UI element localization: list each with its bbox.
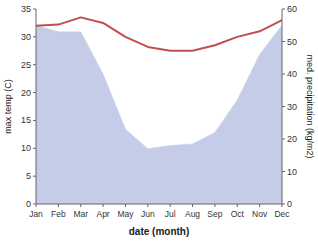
y-tick-label: 0 (26, 199, 31, 209)
y-axis-title: max temp (C) (3, 79, 13, 134)
y-axis-line (36, 9, 37, 204)
y2-tick-label: 60 (287, 4, 297, 14)
x-tick (125, 204, 126, 207)
x-tick (103, 204, 104, 207)
x-tick-label: Nov (252, 209, 268, 219)
y2-tick-label: 0 (287, 199, 292, 209)
x-tick (282, 204, 283, 207)
temperature-line (36, 17, 282, 50)
x-tick-label: Dec (274, 209, 290, 219)
y-tick (33, 176, 36, 177)
x-tick-label: Jun (141, 209, 155, 219)
x-axis-title: date (month) (129, 226, 190, 237)
y-tick (33, 9, 36, 10)
x-tick (170, 204, 171, 207)
y-tick-label: 30 (21, 32, 31, 42)
y2-tick (282, 139, 285, 140)
y-tick (33, 92, 36, 93)
x-tick-label: Sep (207, 209, 222, 219)
chart: 0 5 10 15 20 25 30 35 0 10 20 30 40 50 60 Jan Feb Mar Apr M… (0, 0, 318, 247)
y-tick (33, 148, 36, 149)
y-tick (33, 64, 36, 65)
x-tick (192, 204, 193, 207)
x-tick (36, 204, 37, 207)
x-tick-label: Aug (185, 209, 200, 219)
x-tick (147, 204, 148, 207)
x-tick-label: Jul (165, 209, 176, 219)
y-tick-label: 5 (26, 171, 31, 181)
x-tick-label: Feb (51, 209, 66, 219)
y-tick (33, 36, 36, 37)
y2-tick-label: 40 (287, 69, 297, 79)
y2-tick (282, 106, 285, 107)
x-tick (259, 204, 260, 207)
y-tick-label: 35 (21, 4, 31, 14)
x-tick-label: May (117, 209, 134, 219)
y-tick-label: 10 (21, 143, 31, 153)
axes: 0 5 10 15 20 25 30 35 0 10 20 30 40 50 60 Jan Feb Mar Apr M… (21, 4, 297, 219)
x-tick-label: Mar (73, 209, 88, 219)
y2-tick-label: 30 (287, 102, 297, 112)
x-tick (214, 204, 215, 207)
x-tick (58, 204, 59, 207)
y-tick-label: 25 (21, 60, 31, 70)
x-tick (237, 204, 238, 207)
y2-tick (282, 74, 285, 75)
x-tick-label: Apr (96, 209, 109, 219)
y-tick-label: 15 (21, 115, 31, 125)
precipitation-area (36, 25, 282, 204)
y2-tick-label: 10 (287, 167, 297, 177)
y2-tick (282, 41, 285, 42)
y-tick-label: 20 (21, 88, 31, 98)
x-tick-label: Oct (231, 209, 245, 219)
y2-tick (282, 9, 285, 10)
y-tick (33, 120, 36, 121)
y2-axis-title: med. precipitation (kg/m2) (305, 54, 315, 158)
x-tick-label: Jan (29, 209, 43, 219)
plot-data (36, 17, 282, 204)
y2-tick (282, 171, 285, 172)
y2-tick-label: 20 (287, 134, 297, 144)
y2-tick-label: 50 (287, 37, 297, 47)
x-axis-line (36, 204, 282, 205)
x-tick (80, 204, 81, 207)
